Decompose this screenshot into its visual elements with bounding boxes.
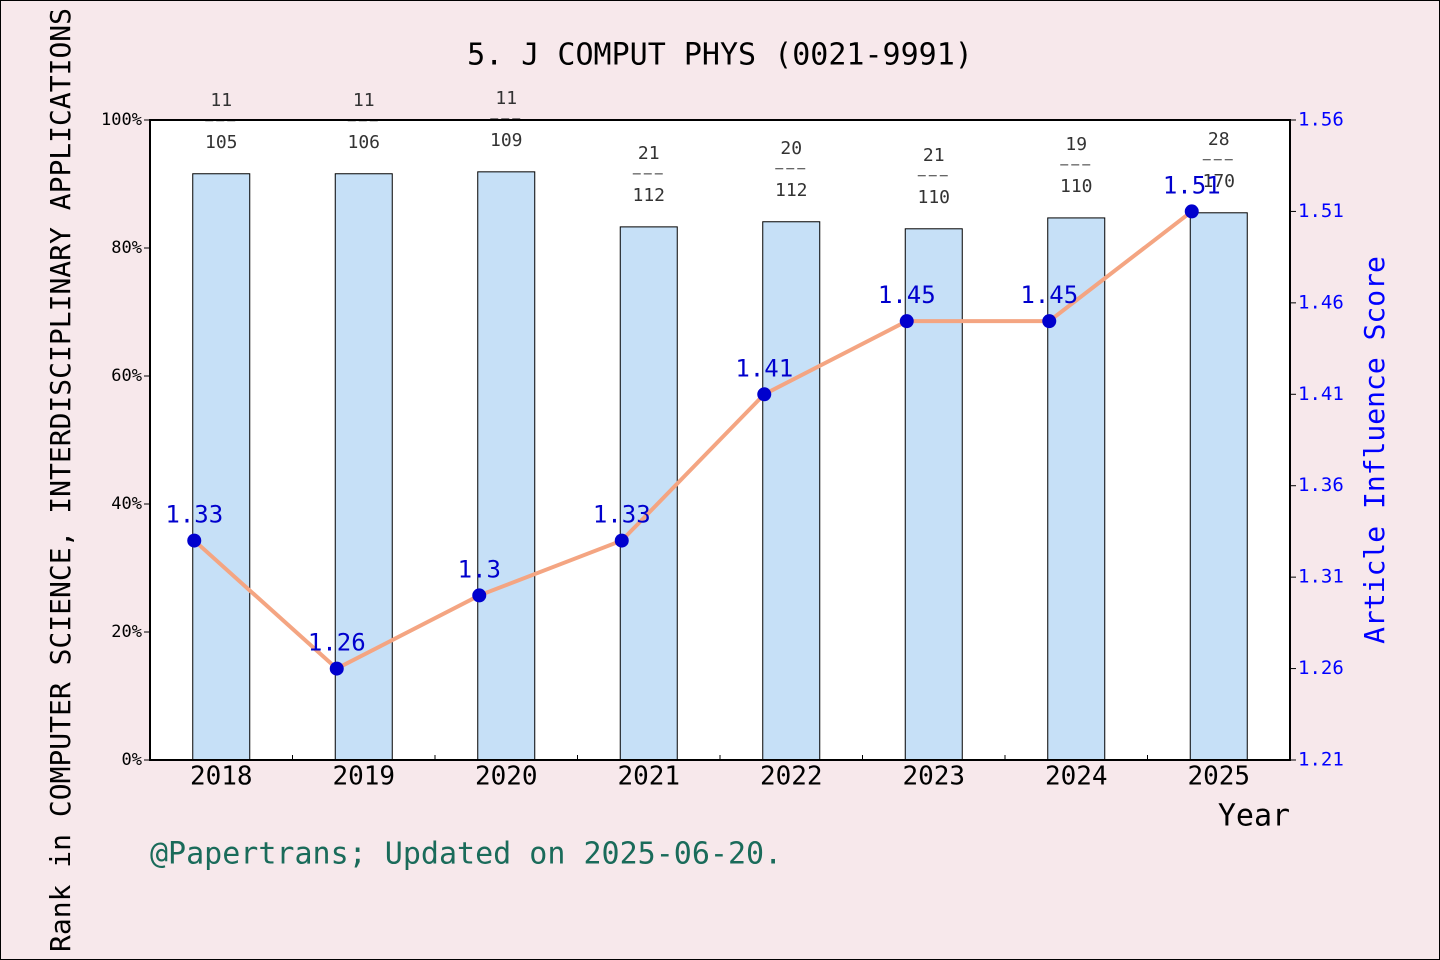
value-label: 1.45: [1020, 281, 1078, 309]
point: [329, 661, 344, 676]
total-label: 109: [490, 130, 523, 151]
total-label: 110: [1060, 176, 1093, 197]
point: [472, 588, 487, 603]
point: [187, 533, 202, 548]
plot-frame: [149, 119, 1291, 761]
point: [1184, 204, 1199, 219]
value-label: 1.3: [458, 555, 501, 583]
rank-label: 28: [1208, 129, 1230, 150]
value-label: 1.45: [878, 281, 936, 309]
rank-label: 11: [210, 90, 232, 111]
rank-label: 21: [923, 145, 945, 166]
total-label: 112: [775, 180, 808, 201]
y-tick-label: 0%: [122, 750, 142, 770]
bar: [1047, 217, 1106, 761]
chart-title: 5. J COMPUT PHYS (0021-9991): [467, 38, 973, 73]
x-axis-label: Year: [1218, 799, 1290, 834]
y2-tick-label: 1.21: [1298, 749, 1344, 771]
bar: [192, 173, 251, 761]
x-tick-label: 2018: [190, 762, 253, 792]
point: [757, 387, 772, 402]
value-label: 1.51: [1163, 171, 1221, 199]
y-tick-label: 40%: [111, 494, 142, 514]
bar: [1189, 212, 1248, 761]
rank-label: 11: [495, 88, 517, 109]
point: [1042, 314, 1057, 329]
point: [899, 314, 914, 329]
point: [614, 533, 629, 548]
total-label: 105: [205, 132, 238, 153]
y-tick-label: 80%: [111, 238, 142, 258]
y2-tick-label: 1.31: [1298, 566, 1344, 588]
rank-label: 21: [638, 143, 660, 164]
y2-tick-label: 1.26: [1298, 657, 1344, 679]
x-tick-label: 2020: [475, 762, 538, 792]
y-tick-label: 60%: [111, 366, 142, 386]
total-label: 110: [917, 187, 950, 208]
x-tick-label: 2019: [332, 762, 395, 792]
total-label: 106: [347, 132, 380, 153]
value-label: 1.26: [308, 629, 366, 657]
bar: [904, 228, 963, 761]
x-tick-label: 2025: [1187, 762, 1250, 792]
value-label: 1.33: [593, 501, 651, 529]
total-label: 170: [1202, 171, 1235, 192]
bar: [477, 171, 536, 761]
y-axis-label: Rank in COMPUTER SCIENCE, INTERDISCIPLIN…: [44, 8, 77, 952]
x-tick-label: 2023: [902, 762, 965, 792]
bar: [762, 221, 821, 761]
y2-tick-label: 1.56: [1298, 109, 1344, 131]
y-tick-label: 20%: [111, 622, 142, 642]
y2-tick-label: 1.41: [1298, 383, 1344, 405]
x-tick-label: 2024: [1045, 762, 1108, 792]
total-label: 112: [632, 185, 665, 206]
rank-label: 11: [353, 90, 375, 111]
bar: [334, 173, 393, 761]
footer: @Papertrans; Updated on 2025-06-20.: [150, 837, 782, 872]
y2-tick-label: 1.51: [1298, 200, 1344, 222]
rank-label: 19: [1065, 134, 1087, 155]
y2-tick-label: 1.46: [1298, 291, 1344, 313]
value-label: 1.33: [165, 501, 223, 529]
y2-axis-label: Article Influence Score: [1358, 256, 1391, 644]
x-tick-label: 2022: [760, 762, 823, 792]
rank-label: 20: [780, 138, 802, 159]
value-label: 1.41: [735, 354, 793, 382]
x-tick-label: 2021: [617, 762, 680, 792]
line: [192, 209, 1193, 671]
y2-tick-label: 1.36: [1298, 474, 1344, 496]
y-tick-label: 100%: [101, 110, 142, 130]
